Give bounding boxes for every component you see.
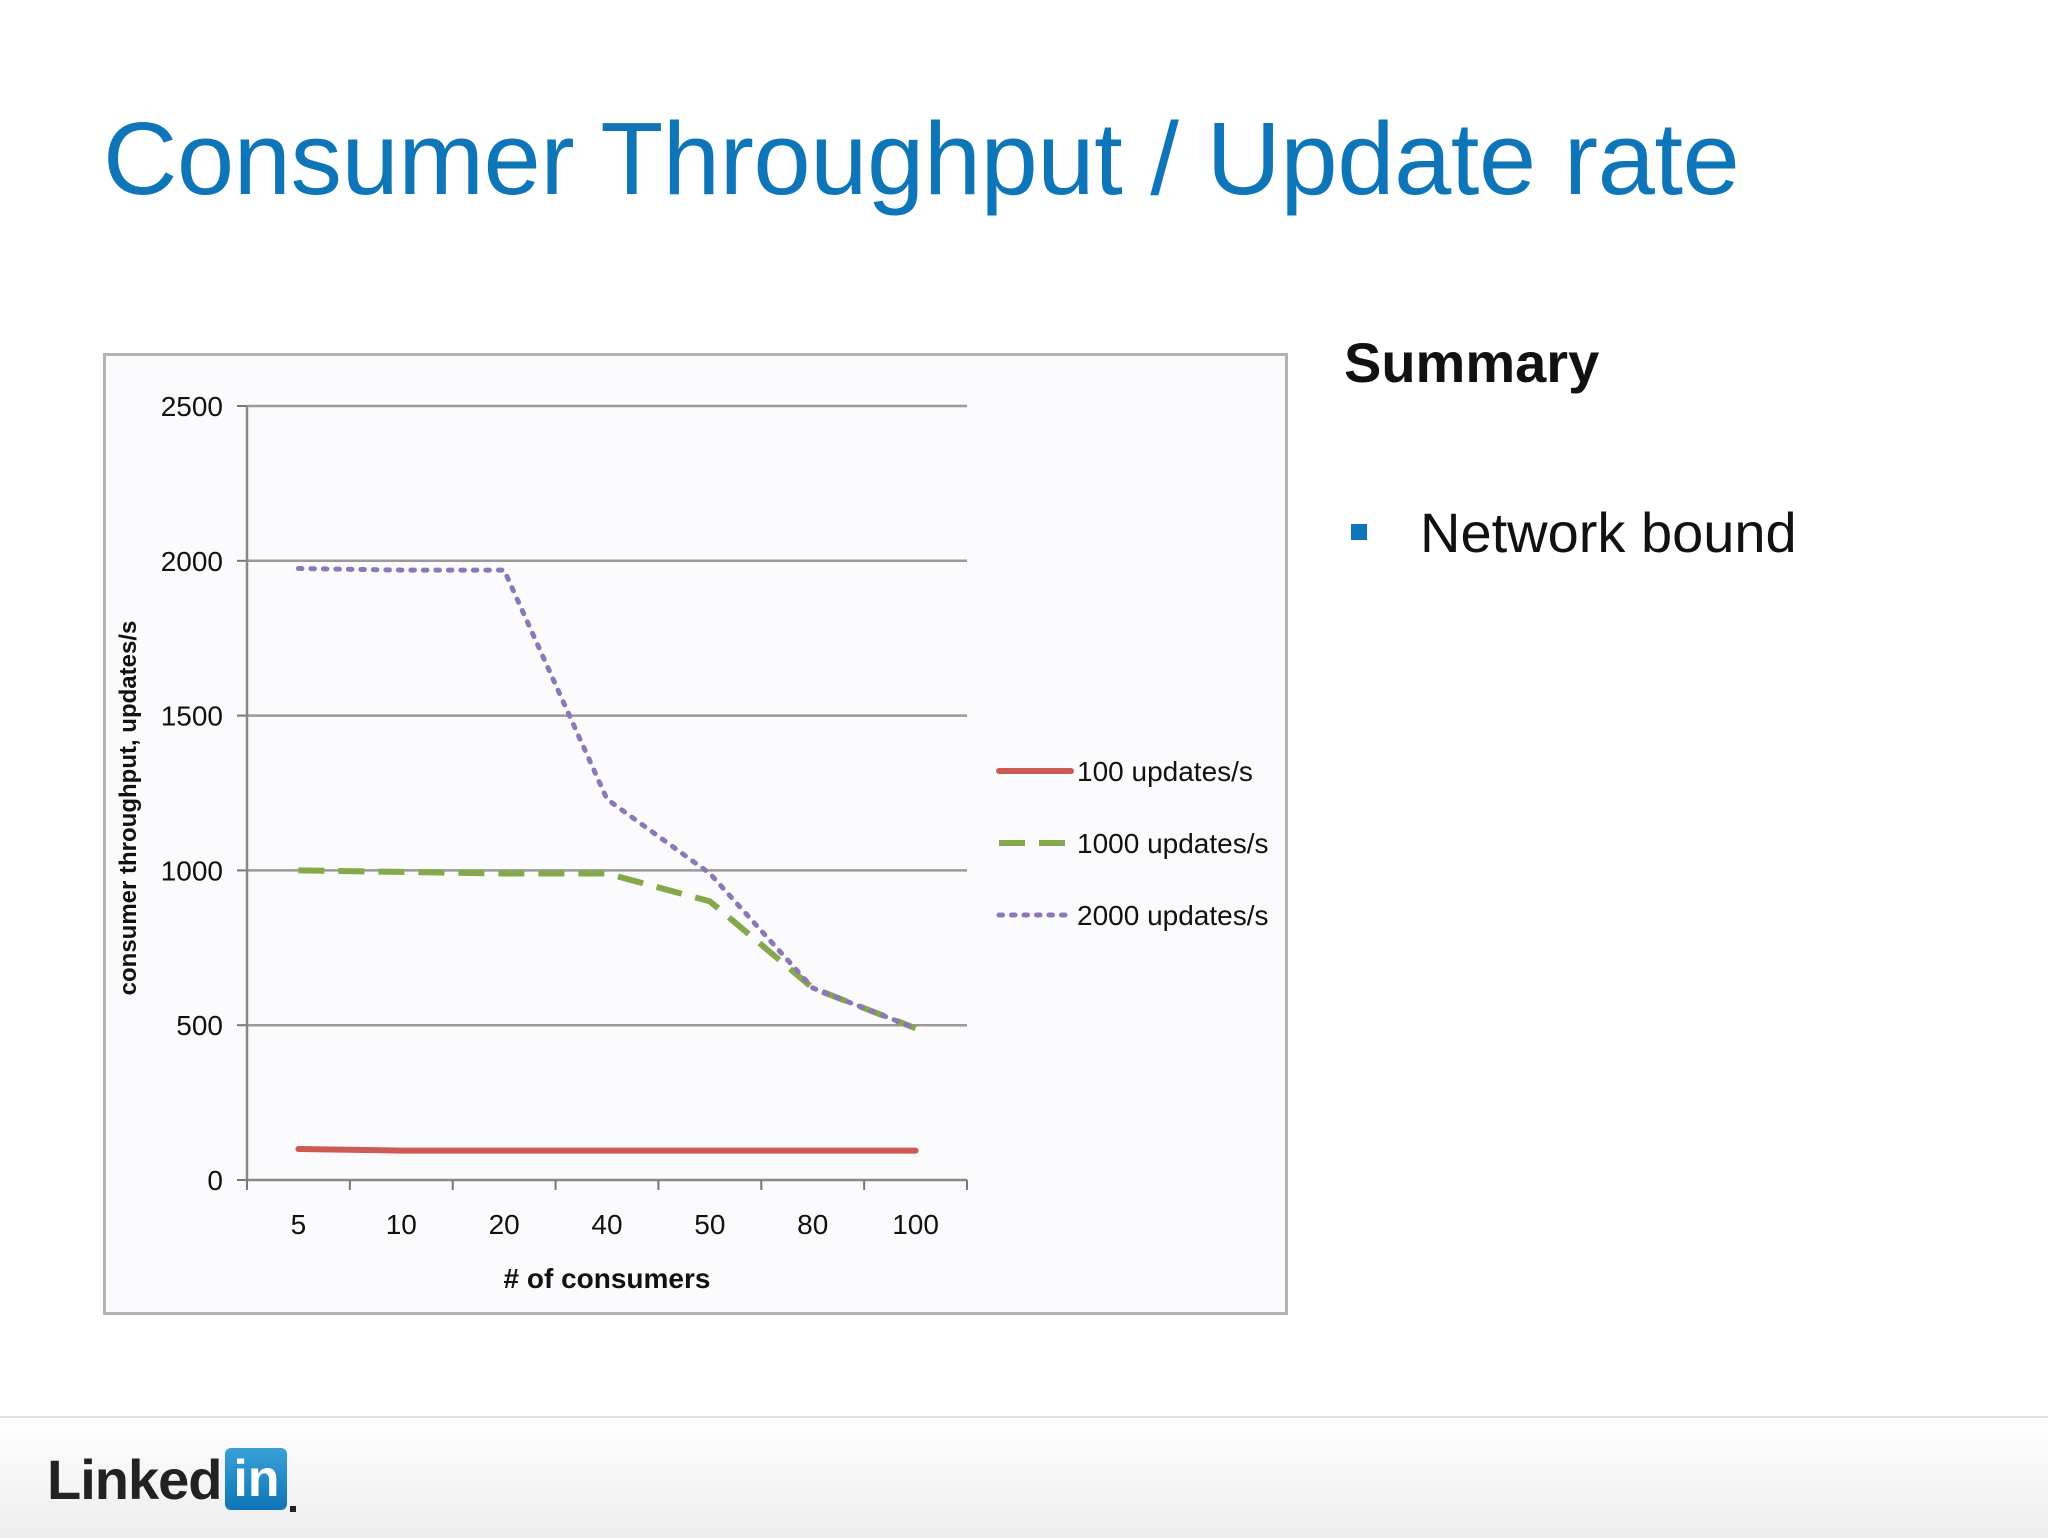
footer-bar: Linked in — [0, 1416, 2048, 1538]
x-tick-label: 20 — [489, 1209, 520, 1240]
y-tick-label: 1000 — [161, 855, 223, 886]
logo-wordmark: Linked — [47, 1448, 222, 1511]
x-tick-label: 40 — [591, 1209, 622, 1240]
y-tick-label: 2500 — [161, 391, 223, 422]
series-line-2 — [298, 867, 917, 1032]
y-tick-label: 1500 — [161, 701, 223, 732]
x-tick-label: 80 — [797, 1209, 828, 1240]
square-bullet-icon — [1351, 524, 1367, 540]
linkedin-logo: Linked in — [47, 1448, 297, 1512]
legend-label-1: 100 updates/s — [1077, 756, 1253, 787]
y-tick-label: 2000 — [161, 546, 223, 577]
logo-dot-icon — [290, 1506, 297, 1512]
summary-heading: Summary — [1344, 331, 1600, 394]
y-tick-label: 500 — [176, 1010, 223, 1041]
x-tick-label: 5 — [291, 1209, 307, 1240]
y-axis-title: consumer throughput, updates/s — [115, 621, 142, 996]
x-axis-title: # of consumers — [504, 1263, 711, 1294]
slide-title: Consumer Throughput / Update rate — [103, 101, 1740, 216]
chart-frame: 0 500 1000 1500 2000 2500 5 10 20 40 50 80 100 # of c… — [103, 353, 1288, 1315]
series-line-1 — [295, 1146, 919, 1154]
line-chart: 0 500 1000 1500 2000 2500 5 10 20 40 50 80 100 # of c… — [115, 391, 1269, 1294]
legend-label-2: 1000 updates/s — [1077, 828, 1269, 859]
bullet-text: Network bound — [1420, 501, 1797, 564]
series-line-3 — [295, 566, 919, 1031]
x-tick-label: 10 — [386, 1209, 417, 1240]
y-tick-label: 0 — [207, 1165, 223, 1196]
x-tick-label: 50 — [694, 1209, 725, 1240]
logo-in-box: in — [225, 1448, 288, 1510]
legend-label-3: 2000 updates/s — [1077, 900, 1269, 931]
x-tick-label: 100 — [892, 1209, 939, 1240]
